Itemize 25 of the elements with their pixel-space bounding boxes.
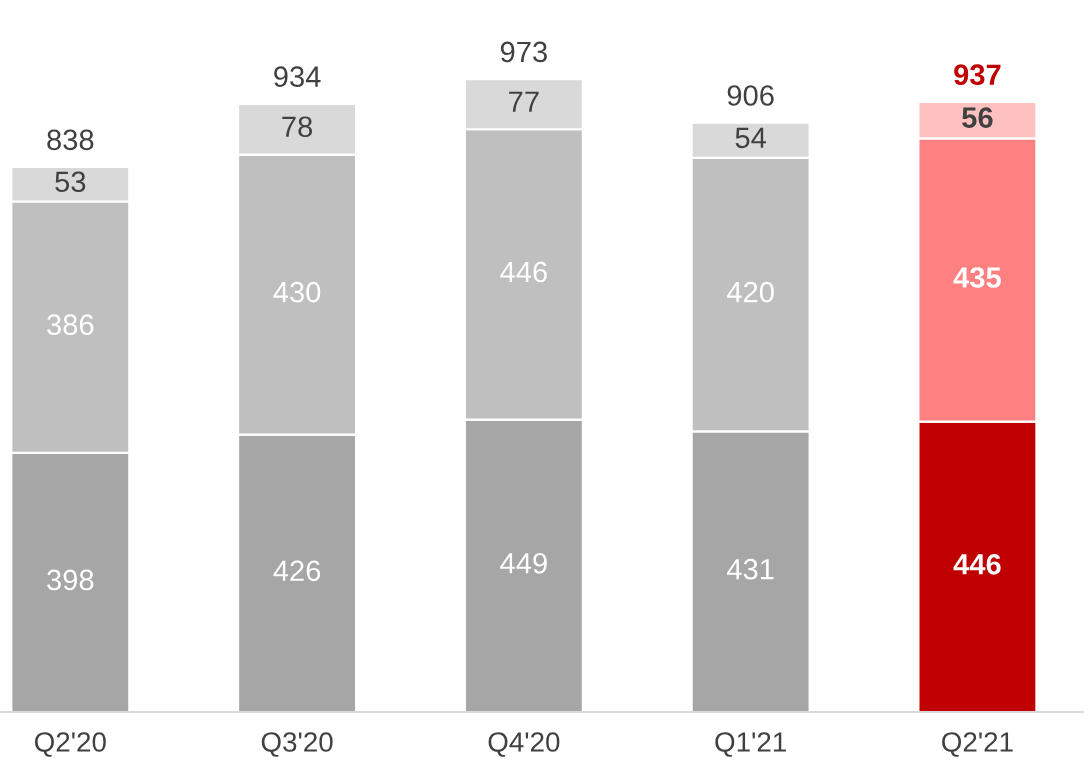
data-label: 435 [953, 267, 1001, 288]
x-tick-label: Q2'20 [34, 732, 106, 757]
data-label: 431 [726, 558, 774, 580]
data-label: 54 [735, 127, 766, 149]
data-label: 77 [509, 91, 539, 112]
x-tick-label: Q1'21 [715, 732, 786, 757]
total-label: 937 [954, 64, 1001, 86]
total-label: 973 [500, 41, 547, 63]
data-label: 53 [55, 171, 86, 193]
x-tick-label: Q3'20 [261, 732, 333, 757]
data-label: 78 [282, 116, 313, 138]
data-label: 420 [726, 281, 774, 303]
x-tick-label: Q4'20 [488, 732, 560, 757]
total-label: 838 [47, 129, 94, 151]
x-tick-label: Q2'21 [942, 732, 1013, 757]
total-label: 906 [727, 85, 774, 106]
data-label: 386 [47, 314, 94, 336]
data-label: 56 [962, 107, 993, 128]
data-label: 426 [273, 560, 321, 582]
data-label: 430 [273, 281, 321, 303]
data-label: 446 [500, 261, 547, 283]
data-label: 449 [500, 553, 547, 574]
data-label: 398 [47, 569, 94, 591]
total-label: 934 [274, 66, 321, 87]
data-label: 446 [953, 553, 1001, 575]
